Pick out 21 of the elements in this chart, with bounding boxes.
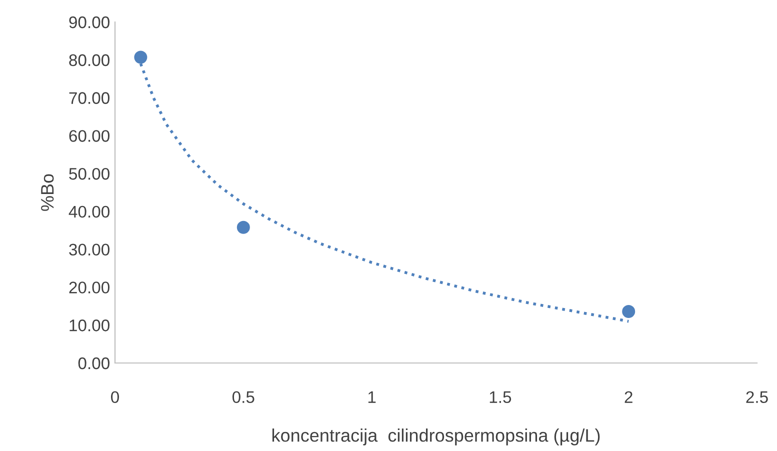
x-tick-label: 1 xyxy=(368,391,376,403)
y-tick-label: 70.00 xyxy=(69,92,110,104)
point xyxy=(134,50,148,64)
x-tick-label: 2 xyxy=(624,391,632,403)
y-tick-label: 0.00 xyxy=(78,357,110,370)
y-tick-label: 60.00 xyxy=(69,130,110,142)
y-tick-label: 10.00 xyxy=(70,320,110,332)
x-tick-label: 0.5 xyxy=(232,391,254,404)
y-tick-label: 80.00 xyxy=(69,54,110,66)
x-tick-label: 0 xyxy=(111,391,119,404)
point xyxy=(622,304,636,318)
x-axis-title: koncentracija cilindrospermopsina (µg/L) xyxy=(272,428,600,446)
x-tick-label: 2.5 xyxy=(746,391,768,404)
y-tick-label: 50.00 xyxy=(69,168,110,180)
y-axis-title: %Bo xyxy=(41,174,54,211)
y-tick-label: 30.00 xyxy=(69,244,110,256)
point xyxy=(236,220,250,234)
y-tick-label: 20.00 xyxy=(69,282,110,294)
x-tick-label: 1.5 xyxy=(490,391,512,404)
y-tick-label: 40.00 xyxy=(68,206,110,218)
y-tick-label: 90.00 xyxy=(69,16,110,28)
